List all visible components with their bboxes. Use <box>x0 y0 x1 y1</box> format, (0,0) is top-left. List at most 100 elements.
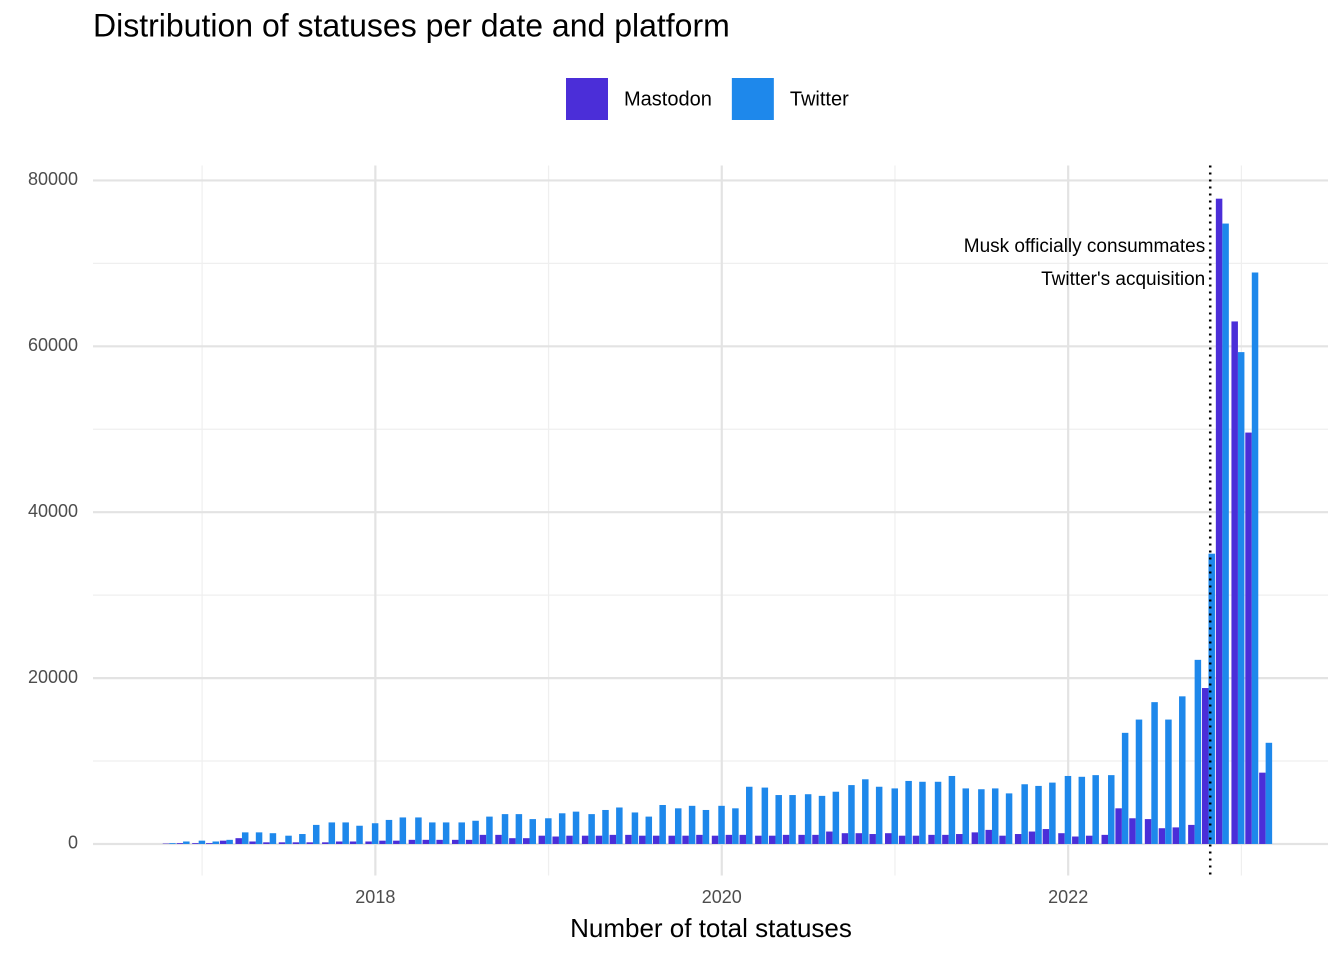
bar <box>581 835 589 844</box>
bar <box>885 833 892 844</box>
bar <box>393 840 400 844</box>
bar <box>775 795 782 844</box>
bar <box>515 814 523 844</box>
bar <box>1021 784 1028 844</box>
bar <box>545 818 552 844</box>
bar <box>415 817 422 844</box>
bar <box>1064 775 1072 844</box>
bar <box>768 835 776 844</box>
bar <box>1251 272 1259 844</box>
bar <box>1259 772 1266 844</box>
bar <box>278 842 286 844</box>
bar <box>985 829 992 844</box>
bar <box>696 834 703 844</box>
bar <box>226 839 233 844</box>
bar <box>292 842 300 844</box>
bar <box>1172 827 1180 844</box>
bar <box>928 834 935 844</box>
bar <box>1129 818 1136 844</box>
bar <box>169 843 176 844</box>
bar <box>804 794 812 844</box>
bar <box>219 840 227 844</box>
bar <box>855 833 863 844</box>
bar <box>249 841 256 844</box>
bar <box>1101 834 1109 844</box>
bar <box>912 835 920 844</box>
bar <box>711 835 719 844</box>
bar <box>905 780 912 844</box>
bar <box>978 789 985 844</box>
bar <box>529 819 536 844</box>
bar <box>422 839 430 844</box>
bar <box>255 832 263 844</box>
bar <box>1092 775 1099 844</box>
bar <box>472 820 479 844</box>
bar <box>668 835 675 844</box>
bar <box>385 819 393 844</box>
bar <box>595 835 603 844</box>
bar <box>1222 223 1229 844</box>
y-tick-label: 0 <box>68 833 78 853</box>
bar <box>1121 732 1129 844</box>
bar <box>285 835 292 844</box>
legend-label: Twitter <box>790 88 849 110</box>
bar <box>1115 808 1122 844</box>
bar <box>306 842 313 844</box>
bar <box>349 841 357 844</box>
bar <box>1135 719 1143 844</box>
bar <box>429 822 436 844</box>
annotation-text: Musk officially consummates <box>964 236 1205 257</box>
bar <box>1208 553 1215 844</box>
bar <box>399 817 407 844</box>
bar <box>841 833 849 844</box>
bar <box>486 816 493 844</box>
y-tick-label: 20000 <box>28 667 78 687</box>
bar <box>566 835 573 844</box>
bar <box>1108 775 1115 844</box>
bar <box>588 814 595 844</box>
bar <box>898 835 906 844</box>
bar <box>356 825 363 844</box>
bar <box>761 787 769 844</box>
bar <box>942 834 949 844</box>
bar <box>1215 198 1223 844</box>
bar <box>206 843 213 844</box>
bar <box>198 840 206 844</box>
bar <box>962 788 970 844</box>
bar <box>183 841 190 844</box>
annotation-text: Twitter's acquisition <box>1041 269 1205 290</box>
bar <box>436 839 443 844</box>
bar <box>1144 819 1152 844</box>
bar <box>235 838 242 844</box>
bar <box>269 833 277 844</box>
bar <box>442 822 450 844</box>
bar <box>328 822 336 844</box>
bar <box>645 816 653 844</box>
bar <box>365 841 372 844</box>
bar <box>812 834 819 844</box>
bar <box>869 834 876 844</box>
bar <box>458 822 465 844</box>
bar <box>674 808 682 844</box>
bar <box>1194 659 1202 844</box>
bar <box>465 839 473 844</box>
bar <box>659 804 666 844</box>
bar <box>725 834 733 844</box>
bar <box>312 824 320 844</box>
x-axis-title: Number of total statuses <box>570 913 852 943</box>
x-tick-label: 2022 <box>1048 887 1088 907</box>
bar <box>616 807 623 844</box>
bar <box>732 808 739 844</box>
chart-title: Distribution of statuses per date and pl… <box>93 7 730 43</box>
bar <box>875 786 883 844</box>
y-tick-label: 80000 <box>28 169 78 189</box>
x-tick-label: 2020 <box>702 887 742 907</box>
bar <box>1245 432 1252 844</box>
bar <box>451 839 459 844</box>
bar <box>832 791 840 844</box>
bar <box>891 788 899 844</box>
bar <box>1072 836 1079 844</box>
bar <box>652 835 660 844</box>
bar <box>782 834 790 844</box>
legend-label: Mastodon <box>624 88 712 110</box>
